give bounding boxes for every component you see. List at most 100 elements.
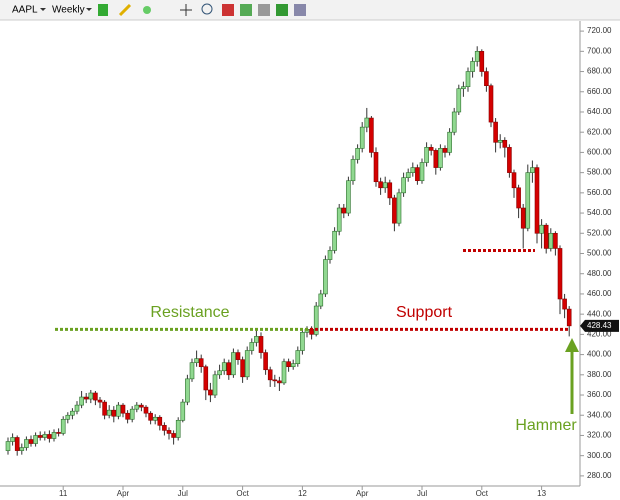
candle-body — [240, 359, 245, 378]
y-tick-label: 320.00 — [587, 431, 612, 440]
candle-body — [175, 419, 181, 438]
candle-body — [60, 418, 66, 434]
candle-body — [102, 401, 107, 416]
candle-body — [111, 409, 117, 417]
candle-body — [428, 147, 434, 151]
candle-body — [562, 298, 567, 310]
candle-body — [5, 441, 11, 451]
icon-save[interactable] — [276, 4, 288, 16]
candle-body — [525, 172, 531, 229]
candle-body — [548, 232, 554, 249]
candle-body — [378, 181, 383, 189]
candle-body — [212, 374, 218, 396]
candle-body — [83, 396, 89, 400]
icon-crosshair[interactable] — [180, 4, 192, 16]
icon-annotate[interactable] — [143, 6, 151, 14]
candle-body — [139, 404, 144, 408]
candle-body — [396, 192, 402, 224]
candle-body — [37, 435, 43, 438]
interval-selector[interactable]: Weekly — [52, 5, 85, 16]
candle-body — [488, 85, 494, 123]
candle-body — [56, 432, 61, 434]
candle-body — [530, 167, 535, 173]
candle-body — [281, 361, 287, 384]
candle-body — [451, 111, 457, 133]
last-price-label: 428.43 — [587, 321, 612, 330]
y-tick-label: 580.00 — [587, 168, 612, 177]
candle-body — [387, 182, 393, 199]
y-tick-label: 280.00 — [587, 471, 612, 480]
y-tick-label: 380.00 — [587, 370, 612, 379]
candle-body — [51, 432, 57, 439]
candle-body — [520, 207, 526, 229]
candle-body — [162, 425, 167, 431]
y-tick-label: 640.00 — [587, 107, 612, 116]
candle-body — [497, 139, 503, 143]
candle-body — [295, 350, 301, 364]
candle-body — [106, 409, 112, 416]
x-tick-label: Jul — [178, 489, 188, 498]
icon-indicators[interactable] — [222, 4, 234, 16]
icon-draw[interactable] — [118, 3, 132, 17]
candle-body — [401, 177, 406, 194]
candle-body — [566, 308, 572, 327]
candle-body — [484, 71, 489, 86]
candle-body — [185, 378, 190, 403]
x-tick-label: Apr — [117, 489, 130, 498]
y-tick-label: 620.00 — [587, 127, 612, 136]
y-tick-label: 680.00 — [587, 67, 612, 76]
candle-body — [10, 437, 15, 442]
candle-body — [267, 369, 273, 381]
candle-body — [405, 172, 411, 178]
candle-body — [65, 414, 71, 420]
y-tick-label: 340.00 — [587, 410, 612, 419]
icon-image[interactable] — [258, 4, 270, 16]
candle-body — [419, 162, 425, 182]
candle-body — [258, 336, 264, 353]
candle-body — [461, 86, 466, 90]
y-tick-label: 540.00 — [587, 208, 612, 217]
candle-body — [415, 167, 420, 182]
candle-body — [332, 230, 337, 251]
candle-body — [507, 147, 512, 173]
candle-body — [226, 362, 232, 376]
x-tick-label: Oct — [476, 489, 489, 498]
icon-zoom[interactable] — [201, 3, 213, 15]
candle-body — [125, 412, 130, 420]
candle-body — [516, 187, 521, 209]
candle-body — [221, 362, 227, 372]
candle-body — [171, 433, 176, 438]
x-tick-label: Jul — [417, 489, 427, 498]
candle-body — [313, 305, 319, 335]
icon-candles[interactable] — [98, 4, 108, 16]
icon-compare[interactable] — [240, 4, 252, 16]
candle-body — [290, 363, 296, 368]
candle-body — [208, 389, 213, 396]
candle-body — [272, 379, 278, 382]
candle-body — [47, 434, 52, 439]
candle-body — [465, 71, 471, 88]
candle-body — [553, 232, 558, 249]
candle-body — [166, 430, 172, 434]
y-tick-label: 420.00 — [587, 329, 612, 338]
candle-body — [534, 167, 540, 234]
candle-body — [318, 293, 324, 307]
candle-body — [88, 392, 94, 400]
x-tick-label: 11 — [59, 489, 68, 498]
x-tick-label: 13 — [537, 489, 546, 498]
candle-body — [244, 350, 250, 378]
candle-body — [511, 172, 517, 189]
candle-body — [33, 435, 38, 444]
y-tick-label: 600.00 — [587, 148, 612, 157]
symbol-selector[interactable]: AAPL — [12, 5, 38, 16]
candle-body — [93, 392, 98, 401]
icon-settings[interactable] — [294, 4, 306, 16]
candle-body — [433, 150, 439, 168]
tool-icons[interactable] — [98, 3, 306, 17]
candle-body — [235, 352, 241, 360]
y-tick-label: 480.00 — [587, 269, 612, 278]
candle-body — [19, 447, 25, 451]
candle-body — [116, 404, 121, 417]
candle-body — [355, 148, 360, 160]
candle-body — [217, 370, 222, 376]
